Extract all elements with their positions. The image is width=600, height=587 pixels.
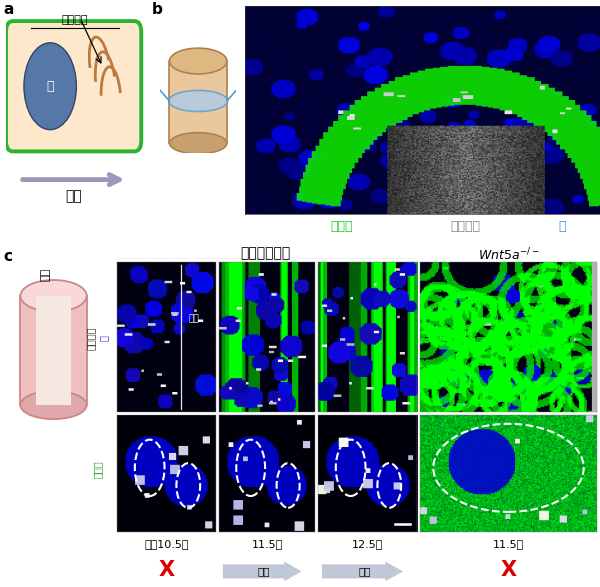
- Text: 上皮: 上皮: [188, 315, 199, 324]
- Text: 核: 核: [559, 220, 566, 233]
- FancyBboxPatch shape: [20, 296, 87, 405]
- Text: 極性: 極性: [65, 190, 82, 204]
- Text: 背側: 背側: [41, 268, 51, 281]
- Text: X: X: [500, 560, 517, 580]
- Text: 11.5日: 11.5日: [251, 539, 283, 549]
- Text: ゴルジ体: ゴルジ体: [450, 220, 480, 233]
- FancyBboxPatch shape: [6, 21, 141, 151]
- Text: c: c: [4, 249, 13, 265]
- Text: 12.5日: 12.5日: [352, 539, 383, 549]
- Text: 極性: 極性: [358, 566, 371, 576]
- Text: a: a: [3, 2, 14, 16]
- Ellipse shape: [169, 133, 227, 154]
- FancyArrow shape: [223, 562, 302, 581]
- Text: 核: 核: [46, 80, 54, 93]
- Ellipse shape: [24, 43, 76, 130]
- Text: ゴルジ体: ゴルジ体: [86, 326, 96, 350]
- Ellipse shape: [169, 90, 227, 112]
- Ellipse shape: [20, 391, 87, 419]
- FancyArrow shape: [322, 562, 403, 581]
- Text: $\mathit{Wnt5a}^{-/-}$: $\mathit{Wnt5a}^{-/-}$: [478, 247, 539, 263]
- Text: 胎生10.5日: 胎生10.5日: [144, 539, 189, 549]
- Text: 核: 核: [99, 335, 109, 341]
- Ellipse shape: [169, 48, 227, 74]
- Text: ゴルジ体: ゴルジ体: [62, 15, 88, 25]
- Text: 11.5日: 11.5日: [493, 539, 524, 549]
- Text: b: b: [152, 2, 163, 16]
- FancyBboxPatch shape: [36, 296, 71, 405]
- FancyBboxPatch shape: [169, 61, 227, 143]
- Text: 平滑筋: 平滑筋: [92, 461, 103, 478]
- Text: 極性: 極性: [258, 566, 271, 576]
- Text: 平滑筋: 平滑筋: [331, 220, 353, 233]
- Text: 野生型マウス: 野生型マウス: [241, 247, 290, 260]
- Text: X: X: [158, 560, 175, 580]
- Ellipse shape: [20, 280, 87, 312]
